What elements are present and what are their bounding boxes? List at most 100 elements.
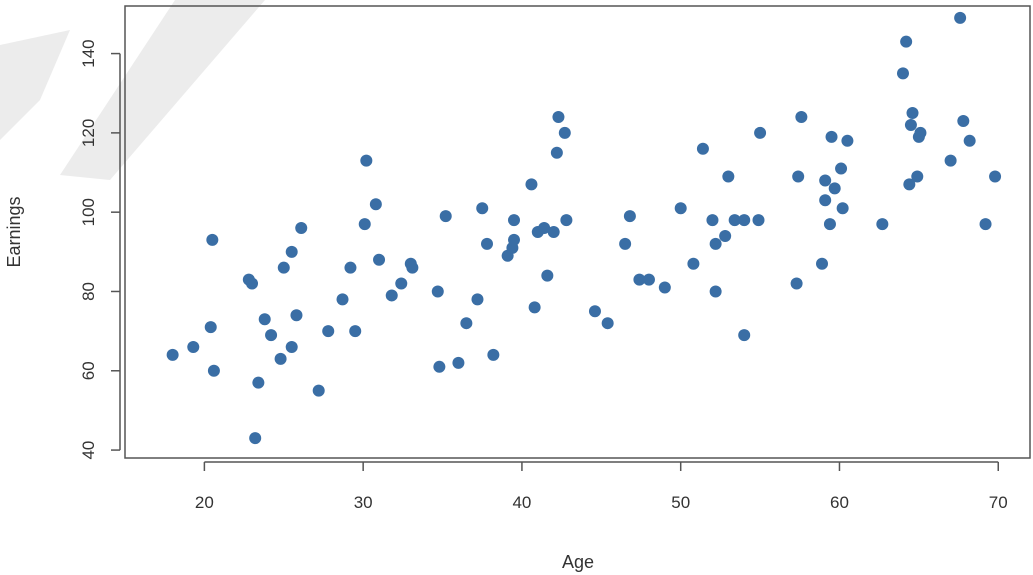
data-point — [433, 360, 446, 373]
data-point — [989, 170, 1002, 183]
data-point — [507, 233, 520, 246]
data-point — [476, 202, 489, 215]
data-point — [754, 126, 767, 139]
data-point — [481, 237, 493, 250]
data-point — [439, 210, 452, 223]
data-point — [828, 182, 841, 195]
data-point — [823, 218, 836, 231]
data-point — [687, 257, 700, 270]
data-point — [295, 222, 308, 235]
y-tick-label: 40 — [79, 441, 98, 460]
watermark-shape — [0, 0, 265, 180]
data-point — [336, 293, 349, 306]
data-point — [369, 198, 382, 211]
data-point — [619, 237, 632, 250]
data-point — [944, 154, 957, 167]
data-point — [406, 261, 419, 274]
data-point — [552, 111, 565, 124]
data-point — [719, 229, 732, 242]
data-point — [835, 162, 848, 175]
data-point — [290, 309, 303, 322]
x-tick-label: 20 — [195, 493, 214, 512]
data-point — [360, 154, 373, 167]
x-axis: 20 30 40 50 60 70 — [195, 461, 1008, 512]
data-point — [979, 218, 992, 231]
x-tick-label: 40 — [512, 493, 531, 512]
y-tick-label: 80 — [79, 282, 98, 301]
data-point — [957, 114, 970, 127]
data-point — [358, 218, 371, 231]
x-tick-label: 70 — [989, 493, 1008, 512]
data-point — [752, 214, 765, 227]
data-point — [722, 170, 735, 183]
data-point — [373, 253, 386, 266]
data-point — [696, 142, 709, 155]
data-point — [285, 245, 298, 258]
data-point — [816, 257, 829, 270]
data-point — [558, 126, 571, 139]
data-point — [709, 237, 722, 250]
y-tick-label: 140 — [79, 39, 98, 67]
data-point — [538, 222, 551, 235]
data-point — [187, 340, 200, 353]
data-point — [642, 273, 655, 286]
data-point — [460, 317, 473, 330]
data-point — [900, 35, 913, 48]
data-point — [819, 174, 832, 187]
data-point — [906, 107, 919, 120]
data-point — [252, 376, 265, 389]
data-point — [963, 134, 976, 147]
data-point — [841, 134, 854, 147]
data-point — [738, 214, 751, 227]
data-point — [344, 261, 357, 274]
data-point — [728, 214, 741, 227]
data-point — [825, 130, 838, 143]
x-tick-label: 30 — [354, 493, 373, 512]
data-point — [431, 285, 444, 298]
data-point — [706, 214, 719, 227]
data-point — [709, 285, 722, 298]
data-point — [249, 432, 262, 445]
plot-area-frame — [124, 5, 1031, 459]
data-point — [487, 348, 500, 361]
data-point — [277, 261, 290, 274]
x-tick-label: 50 — [671, 493, 690, 512]
data-point — [674, 202, 687, 215]
data-point — [258, 313, 271, 326]
data-point — [285, 340, 298, 353]
x-axis-title: Age — [562, 552, 594, 572]
data-point — [623, 210, 636, 223]
data-point — [633, 273, 646, 286]
data-point — [525, 178, 538, 191]
data-point — [658, 281, 671, 294]
data-point — [903, 178, 916, 191]
x-tick-label: 60 — [830, 493, 849, 512]
data-point — [385, 289, 398, 302]
data-point — [471, 293, 484, 306]
data-point — [395, 277, 408, 290]
data-point — [560, 214, 573, 227]
data-point — [790, 277, 803, 290]
data-point — [452, 356, 465, 369]
data-point — [206, 233, 219, 246]
data-point — [911, 170, 924, 183]
data-point — [166, 348, 179, 361]
data-point — [792, 170, 805, 183]
data-point — [547, 226, 560, 238]
data-point — [349, 325, 362, 338]
data-point — [876, 218, 889, 231]
data-point — [541, 269, 554, 282]
y-axis: 40 60 80 100 120 140 — [79, 39, 121, 460]
data-point — [738, 329, 751, 342]
data-point — [819, 194, 832, 207]
data-point — [550, 146, 563, 159]
data-point — [265, 329, 278, 342]
data-point — [896, 67, 909, 80]
data-point — [322, 325, 335, 338]
data-point — [795, 111, 808, 124]
data-point — [528, 301, 541, 314]
data-point — [904, 118, 917, 131]
y-tick-label: 100 — [79, 198, 98, 226]
y-tick-label: 120 — [79, 119, 98, 147]
